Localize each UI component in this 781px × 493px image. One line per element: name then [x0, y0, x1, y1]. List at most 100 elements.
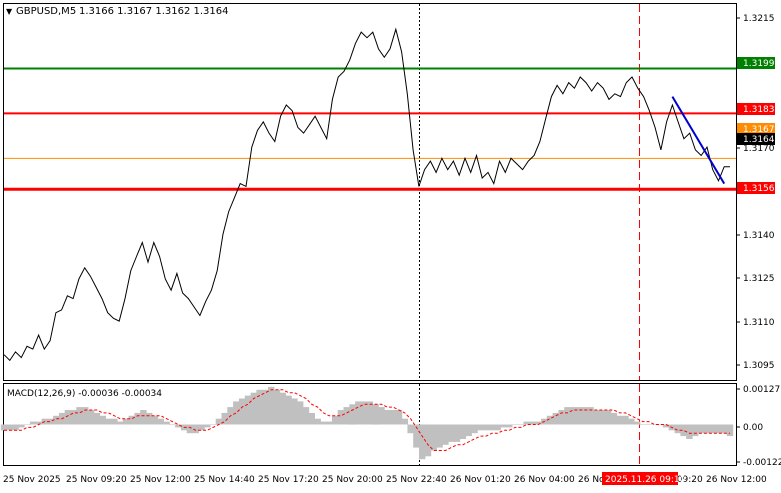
macd-bar	[419, 424, 426, 460]
macd-bar	[24, 424, 31, 425]
macd-bar	[146, 412, 153, 425]
time-label: 25 Nov 20:00	[322, 475, 383, 485]
macd-bar	[506, 424, 513, 428]
macd-bar	[285, 395, 292, 425]
current-price-tag: 1.3164	[743, 135, 775, 145]
macd-bar	[581, 407, 588, 425]
macd-bar	[93, 412, 101, 425]
macd-bar	[35, 421, 43, 425]
trendline	[671, 96, 726, 185]
level-tag-red-lower: 1.3156	[743, 184, 775, 194]
macd-bar	[209, 424, 217, 425]
macd-bar	[29, 421, 37, 425]
ohlc-label: 1.3166 1.3167 1.3162 1.3164	[79, 6, 229, 17]
macd-bar	[18, 424, 25, 428]
macd-bar	[140, 410, 147, 425]
macd-bar	[273, 389, 281, 425]
tick-label: 1.3110	[743, 318, 775, 328]
macd-bar	[151, 415, 159, 425]
level-tag-red-upper: 1.3183	[743, 105, 775, 115]
macd-bar	[726, 424, 734, 437]
macd-bar	[268, 386, 275, 425]
macd-bar	[87, 410, 95, 425]
symbol-label: GBPUSD,M5	[16, 6, 76, 17]
macd-bar	[349, 404, 356, 425]
time-label: 25 Nov 22:40	[386, 475, 447, 485]
level-tag-red-upper-bg	[737, 103, 775, 115]
macd-bar	[674, 424, 681, 434]
triangle-down-icon[interactable]: ▼	[6, 7, 13, 16]
macd-bar	[697, 424, 705, 434]
macd-bar	[99, 415, 106, 425]
tick-label: 1.3170	[743, 144, 775, 154]
macd-bar	[326, 421, 333, 425]
macd-bar	[175, 424, 182, 428]
macd-signal-line	[4, 389, 730, 451]
price-pane	[3, 3, 737, 381]
macd-bar	[360, 401, 368, 425]
macd-bar	[279, 392, 286, 425]
macd-bar	[558, 410, 565, 425]
time-label: 25 Nov 17:20	[258, 475, 319, 485]
macd-bar	[680, 424, 687, 437]
macd-bar	[604, 410, 612, 425]
macd-bar	[6, 424, 13, 431]
macd-bar	[517, 424, 525, 425]
macd-bar	[546, 415, 554, 425]
macd-bar	[314, 418, 321, 425]
macd-bar	[372, 404, 379, 425]
macd-bar	[378, 407, 385, 425]
time-label: 26 Nov 12:00	[706, 475, 767, 485]
macd-bar	[221, 412, 228, 425]
macd-bar	[117, 421, 124, 425]
macd-bar	[355, 401, 362, 425]
macd-bar	[442, 424, 449, 445]
macd-axis: 0.00127 0.00 -0.00122	[736, 385, 781, 468]
macd-axis-label: 0.00	[743, 423, 763, 433]
time-label: 25 Nov 12:00	[130, 475, 191, 485]
macd-bar	[523, 421, 530, 425]
macd-label: MACD(12,26,9) -0.00036 -0.00034	[7, 389, 162, 399]
macd-bar	[703, 424, 710, 434]
level-tag-green-bg	[737, 57, 775, 69]
macd-bar	[76, 407, 83, 425]
macd-bar	[709, 424, 716, 434]
macd-bar	[204, 424, 211, 428]
macd-bar	[47, 418, 54, 425]
tick-label: 1.3125	[743, 274, 775, 284]
time-label: 25 Nov 09:20	[66, 475, 127, 485]
macd-bar	[622, 415, 629, 425]
macd-bar	[662, 424, 670, 428]
level-tag-green: 1.3199	[743, 59, 775, 69]
macd-bar	[256, 389, 263, 425]
macd-bar	[628, 418, 635, 425]
macd-bar	[593, 410, 600, 425]
macd-bar	[401, 418, 408, 425]
time-marker-tag: 2025.11.26 09:10	[605, 475, 686, 485]
macd-bar	[111, 418, 118, 425]
macd-bar	[337, 410, 345, 425]
macd-bar	[192, 424, 199, 434]
macd-bar	[500, 424, 507, 428]
macd-bar	[639, 424, 647, 425]
macd-bar	[186, 424, 194, 434]
macd-bar	[482, 424, 490, 431]
macd-bar	[448, 424, 455, 442]
macd-bar	[453, 424, 461, 442]
macd-bar	[308, 412, 315, 425]
macd-bar	[82, 407, 89, 425]
macd-bar	[302, 407, 310, 425]
macd-bar	[715, 424, 722, 434]
macd-bar	[12, 424, 19, 431]
macd-bar	[128, 415, 135, 425]
tick-label: 1.3215	[743, 14, 775, 24]
macd-bar	[488, 424, 496, 431]
macd-bar	[570, 407, 577, 425]
macd-bar	[529, 421, 536, 425]
macd-bar	[198, 424, 205, 431]
macd-bar	[686, 424, 693, 439]
macd-bar	[651, 424, 658, 425]
price-series	[3, 27, 730, 362]
